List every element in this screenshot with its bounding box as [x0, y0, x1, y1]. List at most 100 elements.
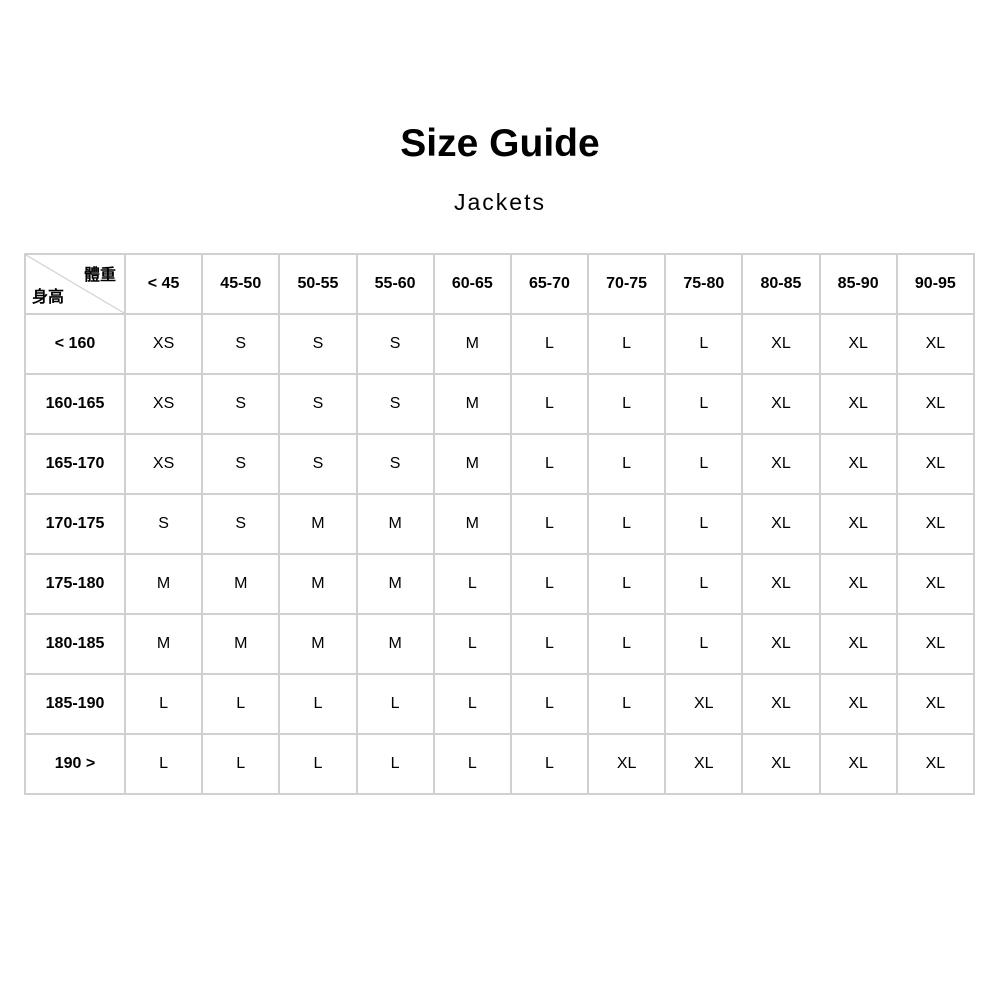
column-header: 60-65 [432, 253, 512, 315]
size-cell: M [123, 613, 204, 675]
row-header: 190 > [24, 733, 126, 795]
size-cell: L [509, 613, 590, 675]
size-cell: M [355, 553, 435, 615]
size-cell: L [278, 733, 358, 795]
size-cell: L [509, 733, 590, 795]
size-cell: XL [741, 613, 821, 675]
size-cell: S [355, 373, 435, 435]
column-header: 65-70 [509, 253, 590, 315]
size-cell: M [432, 493, 512, 555]
size-cell: L [201, 673, 281, 735]
size-cell: XL [741, 673, 821, 735]
size-cell: L [587, 613, 667, 675]
size-cell: XS [123, 433, 204, 495]
size-cell: S [355, 433, 435, 495]
size-cell: L [587, 553, 667, 615]
size-cell: XL [818, 613, 898, 675]
size-cell: L [123, 673, 204, 735]
column-header: 75-80 [664, 253, 744, 315]
size-cell: S [355, 313, 435, 375]
row-header: 160-165 [24, 373, 126, 435]
page-subtitle: Jackets [454, 189, 546, 215]
weight-label: 體重 [83, 267, 116, 284]
size-cell: M [201, 613, 281, 675]
page-title: Size Guide [400, 122, 600, 165]
table-row: 190 > L L L L L L XL XL XL XL XL [24, 733, 976, 795]
size-cell: XL [895, 553, 976, 615]
size-cell: L [664, 313, 744, 375]
size-cell: XL [895, 673, 976, 735]
table-row: 165-170 XS S S S M L L L XL XL XL [24, 433, 976, 495]
column-header: 85-90 [818, 253, 898, 315]
size-cell: XL [895, 493, 976, 555]
size-cell: L [664, 613, 744, 675]
size-cell: L [587, 673, 667, 735]
size-cell: S [278, 373, 358, 435]
size-cell: XL [664, 673, 744, 735]
size-cell: M [432, 313, 512, 375]
size-cell: XL [818, 733, 898, 795]
size-cell: M [432, 433, 512, 495]
size-cell: L [509, 373, 590, 435]
size-cell: XL [741, 313, 821, 375]
column-header: 55-60 [355, 253, 435, 315]
size-cell: XL [895, 313, 976, 375]
size-cell: XL [741, 553, 821, 615]
header-row: 體重 身高 < 45 45-50 50-55 55-60 60-65 65-70 70-75… [24, 253, 976, 315]
size-cell: L [432, 673, 512, 735]
row-header: 175-180 [24, 553, 126, 615]
size-cell: L [509, 673, 590, 735]
row-header: 185-190 [24, 673, 126, 735]
column-header: 90-95 [895, 253, 976, 315]
size-cell: XS [123, 313, 204, 375]
size-cell: M [278, 553, 358, 615]
size-cell: XL [818, 673, 898, 735]
size-cell: L [587, 433, 667, 495]
table-row: 170-175 S S M M M L L L XL XL XL [24, 493, 976, 555]
size-cell: XL [818, 433, 898, 495]
row-header: 165-170 [24, 433, 126, 495]
table-row: < 160 XS S S S M L L L XL XL XL [24, 313, 976, 375]
row-header: 180-185 [24, 613, 126, 675]
size-cell: L [432, 613, 512, 675]
size-cell: XL [741, 493, 821, 555]
column-header: < 45 [123, 253, 204, 315]
column-header: 50-55 [278, 253, 358, 315]
size-cell: L [278, 673, 358, 735]
size-cell: M [355, 493, 435, 555]
size-cell: M [432, 373, 512, 435]
size-cell: M [278, 493, 358, 555]
size-cell: S [201, 493, 281, 555]
size-cell: S [201, 433, 281, 495]
size-cell: L [432, 553, 512, 615]
size-cell: XL [741, 733, 821, 795]
size-cell: L [123, 733, 204, 795]
table-row: 185-190 L L L L L L L XL XL XL XL [24, 673, 976, 735]
size-cell: L [355, 673, 435, 735]
size-cell: XL [818, 553, 898, 615]
table-row: 160-165 XS S S S M L L L XL XL XL [24, 373, 976, 435]
size-cell: S [201, 313, 281, 375]
size-cell: M [355, 613, 435, 675]
size-cell: M [123, 553, 204, 615]
size-cell: XL [741, 433, 821, 495]
size-cell: XL [818, 493, 898, 555]
size-cell: XL [741, 373, 821, 435]
table-row: 175-180 M M M M L L L L XL XL XL [24, 553, 976, 615]
size-cell: M [278, 613, 358, 675]
size-cell: L [355, 733, 435, 795]
size-cell: S [278, 313, 358, 375]
size-cell: L [664, 373, 744, 435]
size-cell: L [664, 493, 744, 555]
size-cell: M [201, 553, 281, 615]
size-cell: L [509, 433, 590, 495]
size-cell: XL [895, 433, 976, 495]
size-cell: XL [818, 313, 898, 375]
size-cell: XL [895, 613, 976, 675]
size-cell: XL [664, 733, 744, 795]
size-cell: L [509, 553, 590, 615]
size-cell: S [201, 373, 281, 435]
table-row: 180-185 M M M M L L L L XL XL XL [24, 613, 976, 675]
size-cell: L [587, 373, 667, 435]
size-cell: L [664, 553, 744, 615]
